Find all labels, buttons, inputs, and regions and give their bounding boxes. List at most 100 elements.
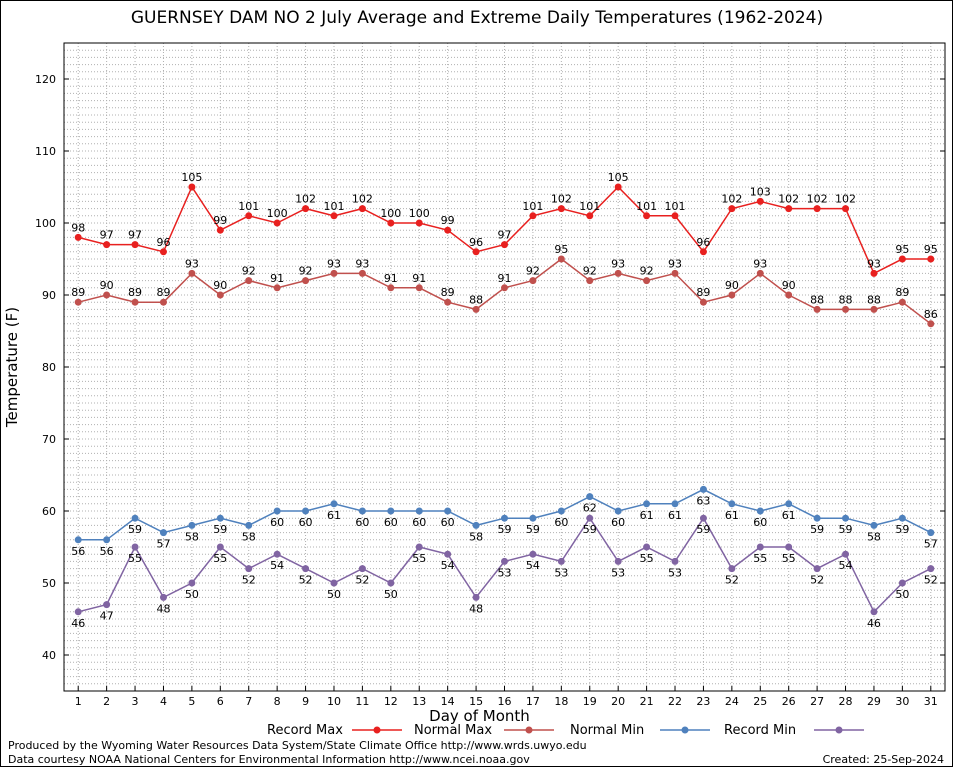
normal-max-data-label: 95 [554, 243, 568, 256]
normal-min-data-label: 62 [583, 502, 597, 515]
normal-max-data-label: 90 [782, 279, 796, 292]
record-min-data-label: 52 [355, 574, 369, 587]
normal-max-point [557, 255, 565, 263]
normal-min-point [358, 507, 366, 515]
normal-max-data-label: 89 [441, 286, 455, 299]
record-max-data-label: 99 [213, 214, 227, 227]
normal-min-data-label: 60 [355, 516, 369, 529]
record-min-data-label: 52 [242, 574, 256, 587]
normal-max-point [813, 305, 821, 313]
record-min-point [501, 557, 508, 565]
normal-max-data-label: 90 [100, 279, 114, 292]
legend-label: Record Min [724, 723, 796, 738]
x-tick-label: 31 [924, 695, 938, 708]
record-max-data-label: 101 [522, 200, 543, 213]
legend: Record Max Normal Max Normal Min Record Min [267, 723, 864, 738]
normal-max-point [842, 305, 850, 313]
record-min-data-label: 53 [498, 566, 512, 579]
normal-max-point [444, 298, 452, 306]
normal-min-point [472, 521, 480, 529]
normal-min-point [188, 521, 196, 529]
x-tick-label: 20 [611, 695, 625, 708]
x-tick-label: 5 [188, 695, 195, 708]
normal-min-point [557, 507, 565, 515]
record-min-data-label: 54 [526, 559, 540, 572]
y-tick-label: 50 [42, 577, 56, 590]
normal-max-point [472, 305, 480, 313]
normal-max-point [756, 269, 764, 277]
legend-item-record-max: Record Max [267, 723, 402, 738]
normal-max-point [245, 277, 253, 285]
y-tick-label: 90 [42, 289, 56, 302]
x-tick-label: 6 [217, 695, 224, 708]
x-tick-label: 30 [895, 695, 909, 708]
x-tick-label: 24 [725, 695, 739, 708]
x-tick-label: 14 [441, 695, 455, 708]
record-min-point [330, 579, 338, 587]
normal-max-point [330, 269, 338, 277]
legend-label: Normal Max [414, 723, 492, 738]
record-max-point [216, 226, 224, 234]
record-max-point [444, 226, 452, 234]
x-tick-label: 28 [839, 695, 853, 708]
record-min-data-label: 53 [668, 566, 682, 579]
record-max-data-label: 96 [156, 236, 170, 249]
x-tick-label: 29 [867, 695, 881, 708]
normal-min-data-label: 56 [71, 545, 85, 558]
record-min-point [103, 601, 111, 609]
record-max-data-label: 97 [498, 229, 512, 242]
normal-max-data-label: 92 [242, 265, 256, 278]
normal-max-data-label: 90 [725, 279, 739, 292]
normal-max-data-label: 93 [355, 257, 369, 270]
x-tick-label: 27 [810, 695, 824, 708]
record-min-point [643, 543, 651, 551]
normal-min-point [273, 507, 281, 515]
normal-max-point [614, 269, 622, 277]
x-tick-label: 21 [640, 695, 654, 708]
record-min-point [302, 565, 310, 573]
normal-min-point [870, 521, 878, 529]
x-tick-label: 23 [696, 695, 710, 708]
normal-max-point [216, 291, 224, 299]
record-max-point [699, 248, 707, 256]
y-tick-label: 100 [35, 217, 56, 230]
normal-max-point [103, 291, 111, 299]
normal-min-point [415, 507, 423, 515]
record-max-data-label: 95 [895, 243, 909, 256]
record-min-point [415, 543, 423, 551]
record-min-data-label: 55 [412, 552, 426, 565]
normal-min-data-label: 61 [640, 509, 654, 522]
record-max-point [501, 241, 508, 249]
record-max-data-label: 93 [867, 257, 881, 270]
normal-min-data-label: 60 [299, 516, 313, 529]
normal-max-data-label: 91 [384, 272, 398, 285]
normal-max-data-label: 90 [213, 279, 227, 292]
x-tick-label: 7 [245, 695, 252, 708]
record-min-data-label: 54 [441, 559, 455, 572]
x-tick-label: 25 [753, 695, 767, 708]
footer-created-date: Created: 25-Sep-2024 [822, 753, 944, 766]
record-min-data-label: 53 [554, 566, 568, 579]
legend-marker [835, 726, 843, 734]
record-max-data-label: 103 [750, 185, 771, 198]
record-min-point [586, 514, 594, 522]
normal-min-data-label: 61 [725, 509, 739, 522]
normal-max-point [529, 277, 537, 285]
y-tick-label: 60 [42, 505, 56, 518]
normal-min-data-label: 56 [100, 545, 114, 558]
record-max-point [472, 248, 480, 256]
record-max-point [756, 197, 764, 205]
record-max-point [557, 205, 565, 213]
record-max-data-label: 102 [807, 193, 828, 206]
normal-min-data-label: 57 [924, 538, 938, 551]
record-min-point [927, 565, 935, 573]
record-min-point [273, 550, 281, 558]
record-min-point [785, 543, 793, 551]
record-min-point [614, 557, 622, 565]
normal-max-data-label: 89 [71, 286, 85, 299]
normal-min-point [501, 514, 508, 522]
record-min-data-label: 55 [753, 552, 767, 565]
x-tick-label: 9 [302, 695, 309, 708]
normal-max-data-label: 91 [412, 272, 426, 285]
